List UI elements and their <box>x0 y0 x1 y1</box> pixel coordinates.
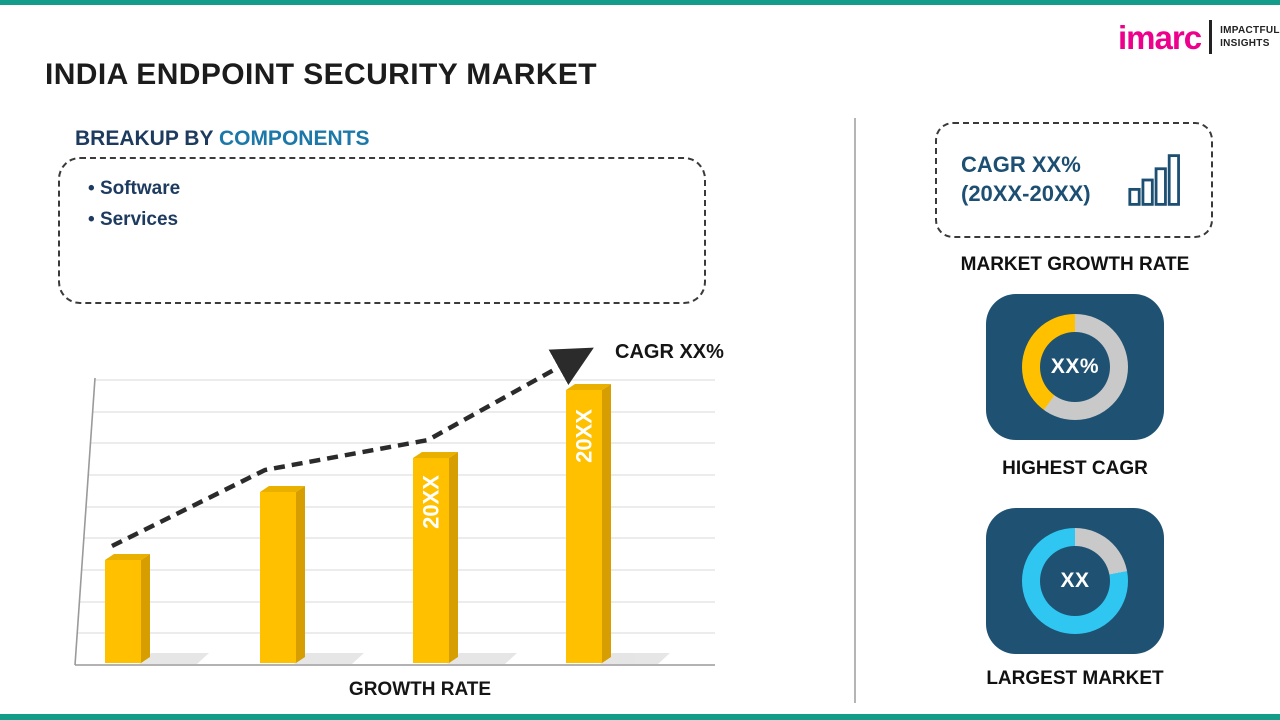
page-title: INDIA ENDPOINT SECURITY MARKET <box>45 58 598 91</box>
bar-shadows <box>139 653 670 664</box>
cagr-growth-line1: CAGR XX% <box>961 152 1081 178</box>
largest-market-donut-chart: XX <box>1022 528 1128 634</box>
logo-tagline: IMPACTFUL INSIGHTS <box>1220 24 1280 51</box>
components-list: Software Services <box>88 173 676 235</box>
donut-center-value: XX% <box>1040 332 1110 402</box>
breakup-heading: BREAKUP BY COMPONENTS <box>75 127 369 151</box>
chart-gridlines <box>77 379 715 634</box>
bar-label: 20XX <box>419 475 444 529</box>
components-box: Software Services <box>58 157 706 304</box>
vertical-divider <box>854 118 856 703</box>
trend-arrow <box>110 347 594 549</box>
largest-market-card: XX <box>986 508 1164 654</box>
cagr-annotation: CAGR XX% <box>615 341 724 363</box>
donut-center-value: XX <box>1040 546 1110 616</box>
cagr-growth-box: CAGR XX% (20XX-20XX) <box>935 122 1213 238</box>
highest-cagr-card: XX% <box>986 294 1164 440</box>
imarc-logo: imarc IMPACTFUL INSIGHTS <box>1118 20 1280 54</box>
breakup-heading-highlight: COMPONENTS <box>218 127 370 150</box>
list-item: Software <box>88 173 676 204</box>
bar-chart-icon <box>1128 154 1180 206</box>
bar: 20XX <box>566 384 611 663</box>
market-growth-rate-caption: MARKET GROWTH RATE <box>960 254 1190 275</box>
cagr-growth-line2: (20XX-20XX) <box>961 181 1091 206</box>
logo-tagline-line1: IMPACTFUL <box>1220 24 1280 36</box>
logo-tagline-line2: INSIGHTS <box>1220 38 1270 49</box>
breakup-heading-prefix: BREAKUP BY <box>75 127 219 150</box>
list-item: Services <box>88 204 676 235</box>
cagr-growth-text: CAGR XX% (20XX-20XX) <box>961 151 1091 208</box>
bar-label: 20XX <box>572 409 597 463</box>
bottom-accent-bar <box>0 714 1280 720</box>
chart-axes <box>74 377 715 666</box>
growth-rate-bar-chart: 20XX 20XX <box>74 347 715 666</box>
bar <box>260 486 305 663</box>
bar <box>105 554 150 663</box>
highest-cagr-donut-chart: XX% <box>1022 314 1128 420</box>
top-accent-bar <box>0 0 1280 5</box>
logo-divider <box>1209 20 1213 54</box>
x-axis-label: GROWTH RATE <box>348 679 492 700</box>
imarc-wordmark: imarc <box>1118 18 1202 56</box>
highest-cagr-caption: HIGHEST CAGR <box>1002 458 1148 479</box>
largest-market-caption: LARGEST MARKET <box>986 668 1164 689</box>
bar: 20XX <box>413 452 458 663</box>
